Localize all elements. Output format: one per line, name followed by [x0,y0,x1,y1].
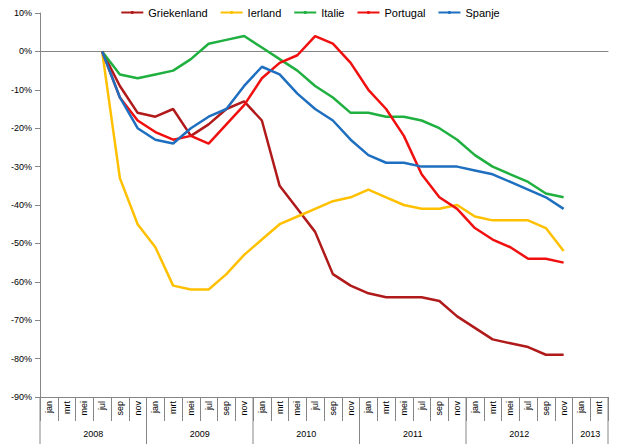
svg-text:2008: 2008 [83,429,103,439]
svg-text:nov: nov [452,401,462,416]
svg-text:mrt: mrt [168,401,178,414]
svg-text:mrt: mrt [381,401,391,414]
svg-text:sep: sep [434,401,444,416]
svg-text:jul: jul [417,401,427,411]
svg-text:2013: 2013 [580,429,600,439]
svg-text:jan: jan [470,401,480,414]
svg-text:mrt: mrt [275,401,285,414]
svg-text:Italie: Italie [321,7,344,19]
svg-text:jan: jan [363,401,373,414]
svg-text:jan: jan [576,401,586,414]
svg-text:sep: sep [328,401,338,416]
svg-text:mei: mei [399,401,409,416]
svg-text:Portugal: Portugal [384,7,425,19]
svg-text:jul: jul [523,401,533,411]
svg-text:jan: jan [257,401,267,414]
svg-text:jul: jul [204,401,214,411]
svg-text:-90%: -90% [11,392,32,402]
svg-text:mei: mei [79,401,89,416]
svg-text:0%: 0% [19,46,32,56]
svg-text:2012: 2012 [509,429,529,439]
svg-text:-40%: -40% [11,200,32,210]
svg-text:mrt: mrt [594,401,604,414]
svg-text:mei: mei [505,401,515,416]
svg-text:sep: sep [541,401,551,416]
svg-text:mei: mei [292,401,302,416]
svg-text:sep: sep [115,401,125,416]
svg-text:-80%: -80% [11,354,32,364]
svg-text:mei: mei [186,401,196,416]
svg-text:-10%: -10% [11,85,32,95]
svg-text:sep: sep [221,401,231,416]
svg-text:10%: 10% [14,8,32,18]
svg-text:Spanje: Spanje [465,7,499,19]
svg-text:nov: nov [239,401,249,416]
svg-text:-20%: -20% [11,123,32,133]
svg-text:nov: nov [133,401,143,416]
svg-text:Griekenland: Griekenland [148,7,207,19]
svg-text:mrt: mrt [62,401,72,414]
svg-text:2010: 2010 [296,429,316,439]
svg-text:-70%: -70% [11,315,32,325]
svg-text:Ierland: Ierland [248,7,282,19]
svg-text:jul: jul [310,401,320,411]
svg-text:-60%: -60% [11,277,32,287]
svg-text:-50%: -50% [11,238,32,248]
svg-text:nov: nov [559,401,569,416]
svg-text:nov: nov [346,401,356,416]
svg-text:mrt: mrt [488,401,498,414]
svg-text:2011: 2011 [403,429,422,439]
svg-text:2009: 2009 [190,429,210,439]
svg-text:jan: jan [44,401,54,414]
svg-text:-30%: -30% [11,162,32,172]
svg-text:jul: jul [97,401,107,411]
svg-text:jan: jan [150,401,160,414]
